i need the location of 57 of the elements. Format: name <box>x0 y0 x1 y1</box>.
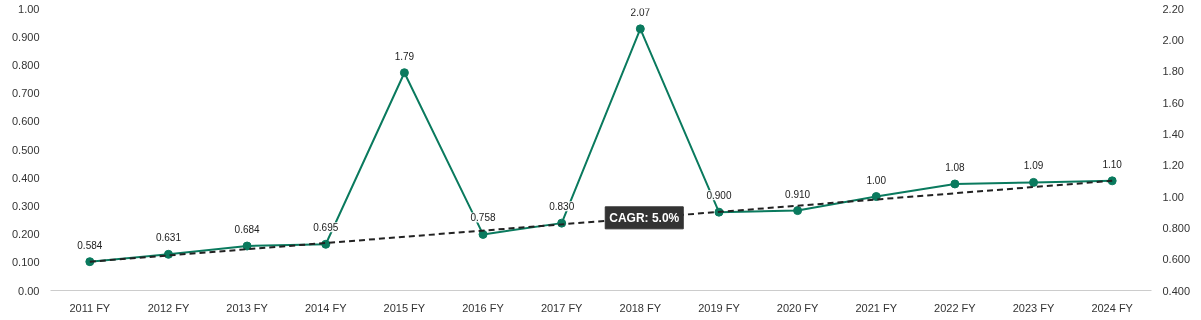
y-tick-label: 0.300 <box>11 199 40 212</box>
x-tick-label: 2023 FY <box>1012 301 1055 314</box>
y-tick-label: 0.500 <box>11 143 40 156</box>
data-label: 1.00 <box>866 174 887 186</box>
data-label: 1.10 <box>1102 158 1123 170</box>
data-label: 2.07 <box>630 6 651 18</box>
y2-tick-label: 1.80 <box>1162 65 1184 78</box>
y-tick-label: 0.200 <box>11 228 40 241</box>
x-tick-label: 2017 FY <box>540 301 584 314</box>
x-tick-label: 2011 FY <box>69 301 111 314</box>
x-tick-label: 2016 FY <box>462 301 505 314</box>
y2-tick-label: 1.00 <box>1162 190 1184 203</box>
y2-tick-label: 0.600 <box>1162 253 1191 266</box>
data-label: 0.631 <box>155 232 182 244</box>
data-label: 0.830 <box>549 201 575 213</box>
data-label: 0.684 <box>234 224 261 236</box>
data-label: 1.09 <box>1023 160 1044 172</box>
y-tick-label: 0.600 <box>11 115 40 128</box>
x-tick-label: 2014 FY <box>304 301 348 314</box>
y-tick-label: 1.00 <box>18 2 40 15</box>
point <box>950 179 960 189</box>
x-tick-label: 2019 FY <box>698 301 741 314</box>
data-label: 0.900 <box>706 190 732 202</box>
point <box>871 192 881 201</box>
point <box>635 24 645 34</box>
annotation: CAGR: 5.0% <box>609 210 680 225</box>
data-label: 0.910 <box>785 188 811 200</box>
y-tick-label: 0.700 <box>11 87 40 100</box>
data-label: 0.584 <box>77 239 103 251</box>
y-tick-label: 0.00 <box>18 284 40 297</box>
x-tick-label: 2021 FY <box>855 301 898 314</box>
y2-tick-label: 2.00 <box>1162 33 1184 46</box>
x-tick-label: 2015 FY <box>383 301 426 314</box>
y2-tick-label: 1.60 <box>1162 96 1184 109</box>
data-label: 0.695 <box>313 222 339 234</box>
x-tick-label: 2020 FY <box>776 301 820 314</box>
point <box>1029 177 1039 187</box>
data-label: 1.79 <box>394 50 415 62</box>
point <box>399 68 409 78</box>
y2-tick-label: 2.20 <box>1162 2 1184 15</box>
y-tick-label: 0.900 <box>11 30 40 43</box>
x-tick-label: 2013 FY <box>226 301 269 314</box>
y2-tick-label: 0.400 <box>1162 284 1191 297</box>
y2-tick-label: 1.40 <box>1162 127 1184 140</box>
data-label: 0.758 <box>470 212 496 224</box>
y-tick-label: 0.400 <box>11 171 40 184</box>
data-label: 1.08 <box>945 161 966 173</box>
y-tick-label: 0.100 <box>11 256 40 269</box>
y2-tick-label: 0.800 <box>1162 221 1191 234</box>
y-tick-label: 0.800 <box>11 58 40 71</box>
x-tick-label: 2022 FY <box>934 301 977 314</box>
x-tick-label: 2018 FY <box>619 301 662 314</box>
x-tick-label: 2012 FY <box>147 301 190 314</box>
y2-tick-label: 1.20 <box>1162 159 1184 172</box>
point <box>793 206 803 216</box>
point <box>242 241 252 251</box>
x-tick-label: 2024 FY <box>1091 301 1134 314</box>
